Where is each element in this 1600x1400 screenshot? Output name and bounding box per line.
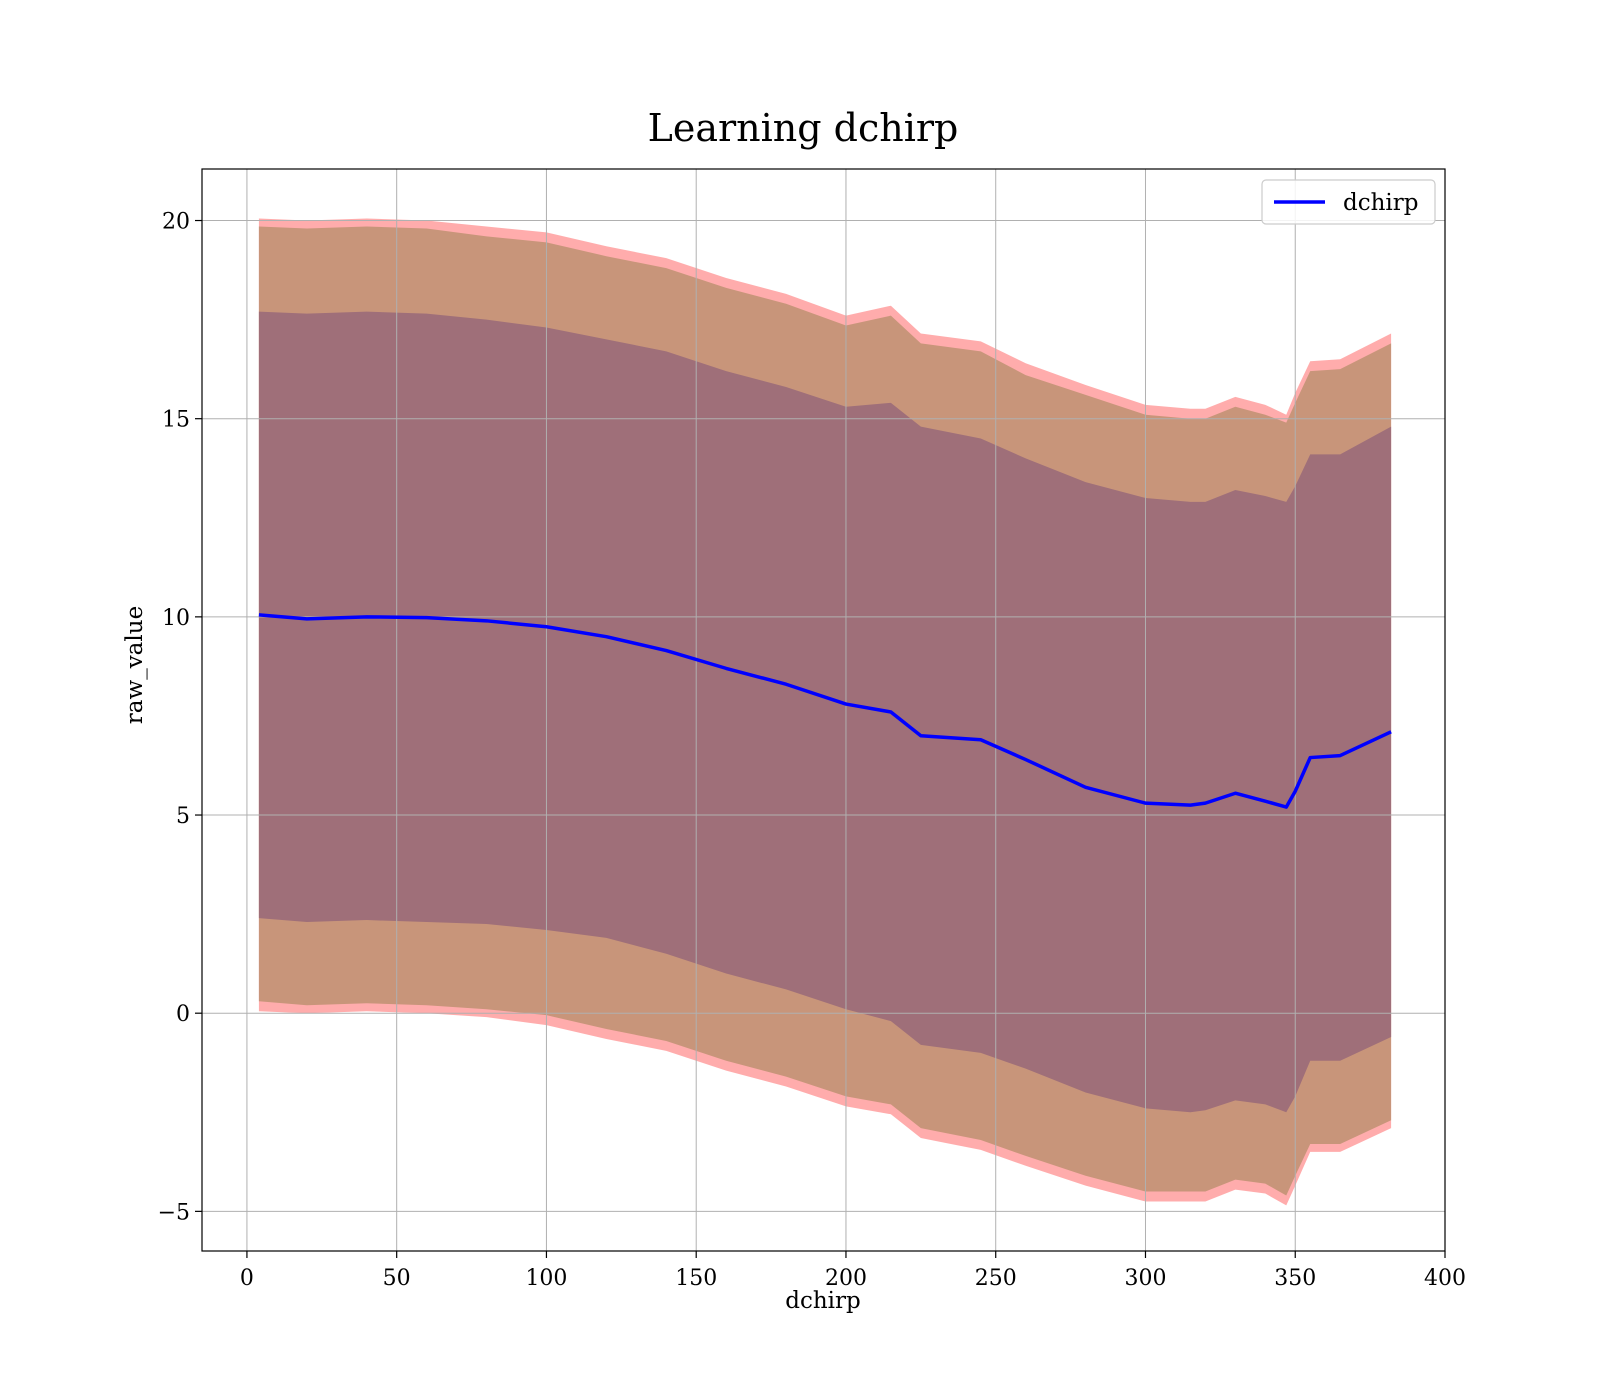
x-tick-label: 200 xyxy=(825,1266,867,1291)
legend: dchirp xyxy=(1261,179,1436,225)
legend-label-dchirp: dchirp xyxy=(1343,190,1419,216)
x-axis-label: dchirp xyxy=(785,1288,861,1314)
legend-box xyxy=(1261,179,1436,225)
chart-title: Learning dchirp xyxy=(648,106,959,150)
x-tick-label: 100 xyxy=(525,1266,567,1291)
y-tick-label: 10 xyxy=(162,606,190,631)
x-tick-label: 350 xyxy=(1274,1266,1316,1291)
y-tick-label: 15 xyxy=(162,408,190,433)
y-tick-label: 0 xyxy=(176,1002,190,1027)
x-tick-label: 0 xyxy=(240,1266,254,1291)
x-tick-label: 300 xyxy=(1124,1266,1166,1291)
series-line-dchirp xyxy=(258,613,1392,809)
x-tick-label: 250 xyxy=(975,1266,1017,1291)
y-axis-label: raw_value xyxy=(122,606,148,724)
inner-confidence-band xyxy=(258,311,1392,1113)
y-tick-label: 20 xyxy=(162,210,190,235)
y-tick-label: 5 xyxy=(176,804,190,829)
x-tick-label: 400 xyxy=(1424,1266,1466,1291)
x-tick-label: 50 xyxy=(383,1266,411,1291)
y-tick-label: −5 xyxy=(158,1200,190,1225)
axes-frame xyxy=(201,168,1446,1252)
x-tick-label: 150 xyxy=(675,1266,717,1291)
plot-area: 0 50 100 150 200 250 300 350 400 −5 0 5 10 15 20 xyxy=(158,168,1466,1291)
